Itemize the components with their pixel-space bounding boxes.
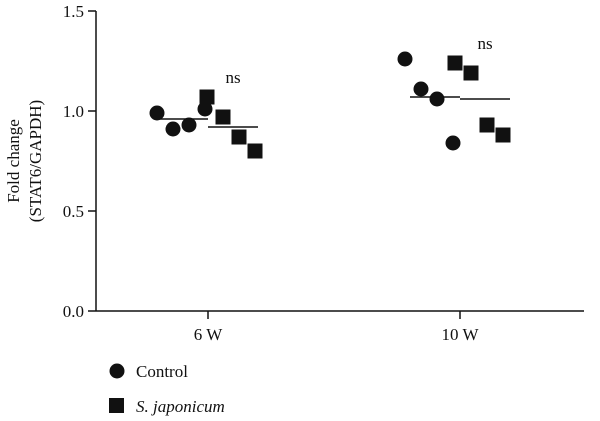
data-point-square [495,127,511,143]
data-point-circle [397,51,413,67]
data-point-circle [149,105,165,121]
y-tick-label: 0.5 [63,202,84,221]
data-point-circle [445,135,461,151]
data-point-square [247,143,263,159]
data-point-circle [413,81,429,97]
x-tick-label: 6 W [194,325,223,344]
data-point-square [215,109,231,125]
significance-label: ns [477,34,492,53]
y-axis-title-line-1: Fold change [4,119,23,203]
data-point-square [463,65,479,81]
x-axis-ticks: 6 W 10 W [194,311,480,344]
legend: Control S. japonicum [109,362,225,416]
legend-marker-control [109,363,125,379]
data-point-circle [165,121,181,137]
y-tick-label: 1.5 [63,2,84,21]
data-point-square [231,129,247,145]
significance-label: ns [225,68,240,87]
data-point-circle [197,101,213,117]
data-point-square [479,117,495,133]
y-axis-ticks: 0.0 0.5 1.0 1.5 [63,2,96,321]
y-axis-title-line-2: (STAT6/GAPDH) [26,100,45,222]
data-point-square [447,55,463,71]
legend-label-control: Control [136,362,188,381]
data-point-circle [429,91,445,107]
y-tick-label: 1.0 [63,102,84,121]
significance-annotations: ns ns [225,34,492,87]
data-points [149,51,511,159]
legend-label-s-japonicum: S. japonicum [136,397,225,416]
data-point-circle [181,117,197,133]
x-tick-label: 10 W [442,325,480,344]
y-tick-label: 0.0 [63,302,84,321]
data-point-square [199,89,215,105]
legend-marker-s-japonicum [109,398,124,413]
